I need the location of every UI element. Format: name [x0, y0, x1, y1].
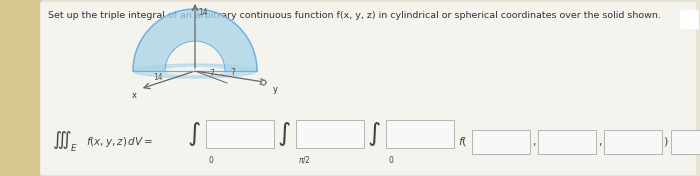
Text: $)$: $)$	[663, 136, 668, 149]
Bar	[472, 130, 530, 154]
Text: ,: ,	[532, 137, 536, 147]
Bar	[680, 10, 698, 28]
Polygon shape	[133, 9, 257, 71]
Bar	[538, 130, 596, 154]
Bar	[0, 0, 40, 176]
Bar	[386, 120, 454, 148]
Bar	[671, 130, 700, 154]
Text: $f($: $f($	[458, 136, 468, 149]
Text: 14: 14	[153, 73, 162, 82]
Ellipse shape	[133, 64, 257, 78]
Text: $\int$: $\int$	[277, 120, 291, 148]
Ellipse shape	[165, 68, 225, 74]
Text: $f(x, y, z)\,dV =$: $f(x, y, z)\,dV =$	[86, 135, 153, 149]
Text: 7: 7	[230, 68, 235, 77]
Text: $0$: $0$	[208, 154, 214, 165]
Text: 7: 7	[209, 69, 214, 78]
Text: $\int$: $\int$	[187, 120, 201, 148]
Text: 14: 14	[198, 8, 208, 17]
Polygon shape	[165, 41, 225, 71]
Bar	[604, 130, 662, 154]
Text: $\iiint_E$: $\iiint_E$	[52, 130, 78, 154]
Text: $0$: $0$	[388, 154, 394, 165]
Text: Set up the triple integral of an arbitrary continuous function f(x, y, z) in cyl: Set up the triple integral of an arbitra…	[48, 11, 661, 20]
Bar	[296, 120, 364, 148]
Text: x: x	[132, 91, 137, 100]
Text: y: y	[273, 85, 278, 94]
Text: ,: ,	[598, 137, 601, 147]
Bar	[206, 120, 274, 148]
Text: $\pi/2$: $\pi/2$	[298, 154, 311, 165]
Text: $\int$: $\int$	[368, 120, 381, 148]
